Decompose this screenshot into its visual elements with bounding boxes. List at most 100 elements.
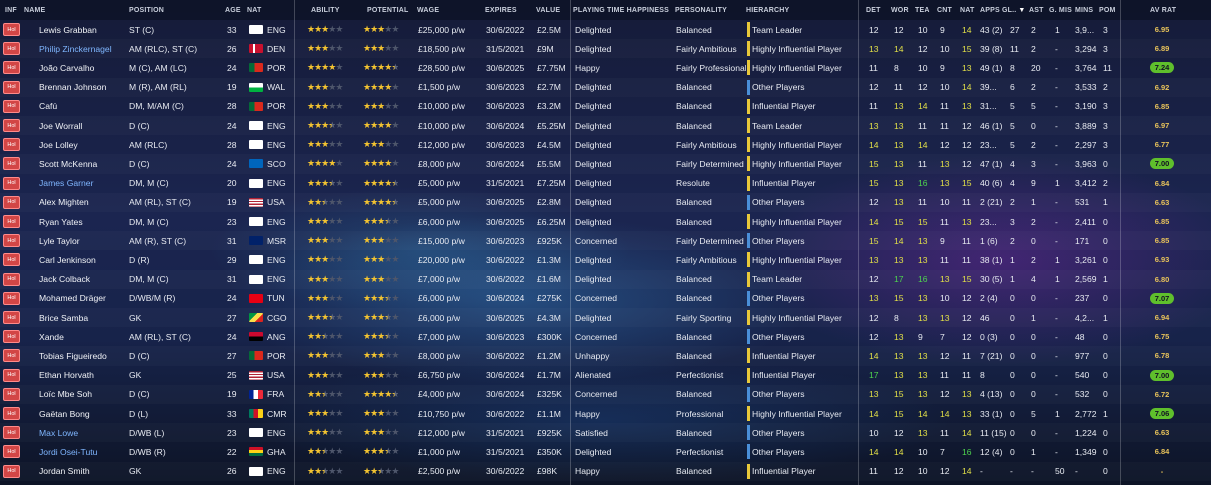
header-gmis[interactable]: G. MIS: [1049, 6, 1072, 14]
player-name-cell[interactable]: João Carvalho: [39, 58, 127, 77]
player-name[interactable]: Scott McKenna: [39, 158, 98, 169]
header-value[interactable]: VALUE: [536, 6, 561, 14]
player-name-cell[interactable]: Carl Jenkinson: [39, 250, 127, 269]
inf-badge[interactable]: Hol: [3, 234, 20, 248]
player-name[interactable]: Cafú: [39, 101, 58, 112]
inf-cell[interactable]: Hol: [3, 97, 21, 116]
header-personality[interactable]: PERSONALITY: [675, 6, 727, 14]
inf-cell[interactable]: Hol: [3, 135, 21, 154]
player-name[interactable]: Tobias Figueiredo: [39, 350, 107, 361]
inf-badge[interactable]: Hol: [3, 368, 20, 382]
table-row[interactable]: Hol Scott McKenna D (C) 24 SCO ★ ★ ★ ★ ★ ★ ★ ★…: [0, 154, 1211, 173]
table-row[interactable]: Hol Jordan Smith GK 26 ENG ★ ★ ★ ★ ★ ★ ★ ★ ★ ★ £…: [0, 462, 1211, 481]
table-row[interactable]: Hol Xande AM (RL), ST (C) 24 ANG ★ ★ ★ ★ ★ ★…: [0, 327, 1211, 346]
table-row[interactable]: Hol Lyle Taylor AM (R), ST (C) 31 MSR ★ ★…: [0, 231, 1211, 250]
player-name[interactable]: Jordan Smith: [39, 466, 90, 477]
player-name-cell[interactable]: Loïc Mbe Soh: [39, 385, 127, 404]
inf-cell[interactable]: Hol: [3, 404, 21, 423]
player-name-cell[interactable]: Ethan Horvath: [39, 366, 127, 385]
table-row[interactable]: Hol Loïc Mbe Soh D (C) 19 FRA ★ ★ ★ ★ ★ ★ ★ ★ ★…: [0, 385, 1211, 404]
header-ast[interactable]: AST: [1029, 6, 1044, 14]
player-name[interactable]: Xande: [39, 331, 64, 342]
table-row[interactable]: Hol Joe Worrall D (C) 24 ENG ★ ★ ★ ★ ★ ★ ★ ★ ★ ★…: [0, 116, 1211, 135]
player-name[interactable]: James Garner: [39, 178, 94, 189]
inf-cell[interactable]: Hol: [3, 212, 21, 231]
inf-cell[interactable]: Hol: [3, 462, 21, 481]
player-name-cell[interactable]: Brennan Johnson: [39, 78, 127, 97]
player-name-cell[interactable]: Max Lowe: [39, 423, 127, 442]
inf-cell[interactable]: Hol: [3, 270, 21, 289]
table-row[interactable]: Hol Jordi Osei-Tutu D/WB (R) 22 GHA ★ ★ ★ ★…: [0, 442, 1211, 461]
player-name-cell[interactable]: Joe Lolley: [39, 135, 127, 154]
player-name[interactable]: Jack Colback: [39, 274, 91, 285]
inf-cell[interactable]: Hol: [3, 423, 21, 442]
inf-badge[interactable]: Hol: [3, 272, 20, 286]
header-nat-attr[interactable]: NAT: [960, 6, 975, 14]
inf-cell[interactable]: Hol: [3, 385, 21, 404]
player-name[interactable]: Brennan Johnson: [39, 82, 107, 93]
player-name-cell[interactable]: Xande: [39, 327, 127, 346]
player-name[interactable]: Lewis Grabban: [39, 24, 97, 35]
player-name-cell[interactable]: Lyle Taylor: [39, 231, 127, 250]
player-name[interactable]: Joe Lolley: [39, 139, 78, 150]
player-name-cell[interactable]: Tobias Figueiredo: [39, 346, 127, 365]
header-happiness[interactable]: PLAYING TIME HAPPINESS: [573, 6, 669, 14]
table-row[interactable]: Hol Brice Samba GK 27 CGO ★ ★ ★ ★ ★ ★ ★ ★ ★ ★ £6…: [0, 308, 1211, 327]
player-name-cell[interactable]: Philip Zinckernagel: [39, 39, 127, 58]
table-row[interactable]: Hol Ryan Yates DM, M (C) 23 ENG ★ ★ ★ ★ ★ ★ ★…: [0, 212, 1211, 231]
table-row[interactable]: Hol Ethan Horvath GK 25 USA ★ ★ ★ ★ ★ ★ ★ ★ ★ ★ …: [0, 366, 1211, 385]
header-name[interactable]: NAME: [24, 6, 46, 14]
table-row[interactable]: Hol Joe Lolley AM (RLC) 28 ENG ★ ★ ★ ★ ★ ★ ★ ★…: [0, 135, 1211, 154]
table-row[interactable]: Hol Jack Colback DM, M (C) 31 ENG ★ ★ ★ ★ ★ …: [0, 270, 1211, 289]
table-row[interactable]: Hol Max Lowe D/WB (L) 23 ENG ★ ★ ★ ★ ★ ★ ★ ★ ★ ★…: [0, 423, 1211, 442]
header-cnt[interactable]: CNT: [937, 6, 952, 14]
header-position[interactable]: POSITION: [129, 6, 165, 14]
player-name[interactable]: Jordi Osei-Tutu: [39, 446, 98, 457]
header-mins[interactable]: MINS: [1075, 6, 1094, 14]
player-name[interactable]: Carl Jenkinson: [39, 254, 96, 265]
inf-badge[interactable]: Hol: [3, 426, 20, 440]
header-pom[interactable]: POM: [1099, 6, 1116, 14]
inf-badge[interactable]: Hol: [3, 23, 20, 37]
player-name-cell[interactable]: Lewis Grabban: [39, 20, 127, 39]
inf-cell[interactable]: Hol: [3, 327, 21, 346]
player-name[interactable]: Mohamed Dräger: [39, 293, 106, 304]
inf-cell[interactable]: Hol: [3, 442, 21, 461]
table-row[interactable]: Hol João Carvalho M (C), AM (LC) 24 POR …: [0, 58, 1211, 77]
table-row[interactable]: Hol Tobias Figueiredo D (C) 27 POR ★ ★ ★ ★ ★…: [0, 346, 1211, 365]
player-name-cell[interactable]: Alex Mighten: [39, 193, 127, 212]
inf-badge[interactable]: Hol: [3, 445, 20, 459]
header-tea[interactable]: TEA: [915, 6, 930, 14]
player-name[interactable]: Philip Zinckernagel: [39, 43, 112, 54]
inf-badge[interactable]: Hol: [3, 387, 20, 401]
player-name-cell[interactable]: Jordan Smith: [39, 462, 127, 481]
inf-cell[interactable]: Hol: [3, 308, 21, 327]
player-name[interactable]: Gaëtan Bong: [39, 408, 90, 419]
table-row[interactable]: Hol Carl Jenkinson D (R) 29 ENG ★ ★ ★ ★ ★ ★ ★…: [0, 250, 1211, 269]
inf-cell[interactable]: Hol: [3, 231, 21, 250]
player-name-cell[interactable]: Brice Samba: [39, 308, 127, 327]
player-name-cell[interactable]: Jack Colback: [39, 270, 127, 289]
inf-badge[interactable]: Hol: [3, 330, 20, 344]
inf-badge[interactable]: Hol: [3, 311, 20, 325]
inf-badge[interactable]: Hol: [3, 464, 20, 478]
player-name[interactable]: Brice Samba: [39, 312, 89, 323]
table-row[interactable]: Hol Lewis Grabban ST (C) 33 ENG ★ ★ ★ ★ ★ ★ ★…: [0, 20, 1211, 39]
inf-cell[interactable]: Hol: [3, 174, 21, 193]
inf-badge[interactable]: Hol: [3, 157, 20, 171]
inf-badge[interactable]: Hol: [3, 61, 20, 75]
player-name-cell[interactable]: Gaëtan Bong: [39, 404, 127, 423]
inf-badge[interactable]: Hol: [3, 138, 20, 152]
header-ability[interactable]: ABILITY: [311, 6, 340, 14]
table-row[interactable]: Hol Gaëtan Bong D (L) 33 CMR ★ ★ ★ ★ ★ ★ ★ ★ ★ ★…: [0, 404, 1211, 423]
inf-cell[interactable]: Hol: [3, 346, 21, 365]
player-name[interactable]: Loïc Mbe Soh: [39, 389, 93, 400]
inf-badge[interactable]: Hol: [3, 99, 20, 113]
inf-cell[interactable]: Hol: [3, 250, 21, 269]
inf-cell[interactable]: Hol: [3, 78, 21, 97]
inf-badge[interactable]: Hol: [3, 407, 20, 421]
header-inf[interactable]: INF: [5, 6, 17, 14]
header-expires[interactable]: EXPIRES: [485, 6, 517, 14]
player-name[interactable]: Ryan Yates: [39, 216, 83, 227]
player-name-cell[interactable]: Scott McKenna: [39, 154, 127, 173]
